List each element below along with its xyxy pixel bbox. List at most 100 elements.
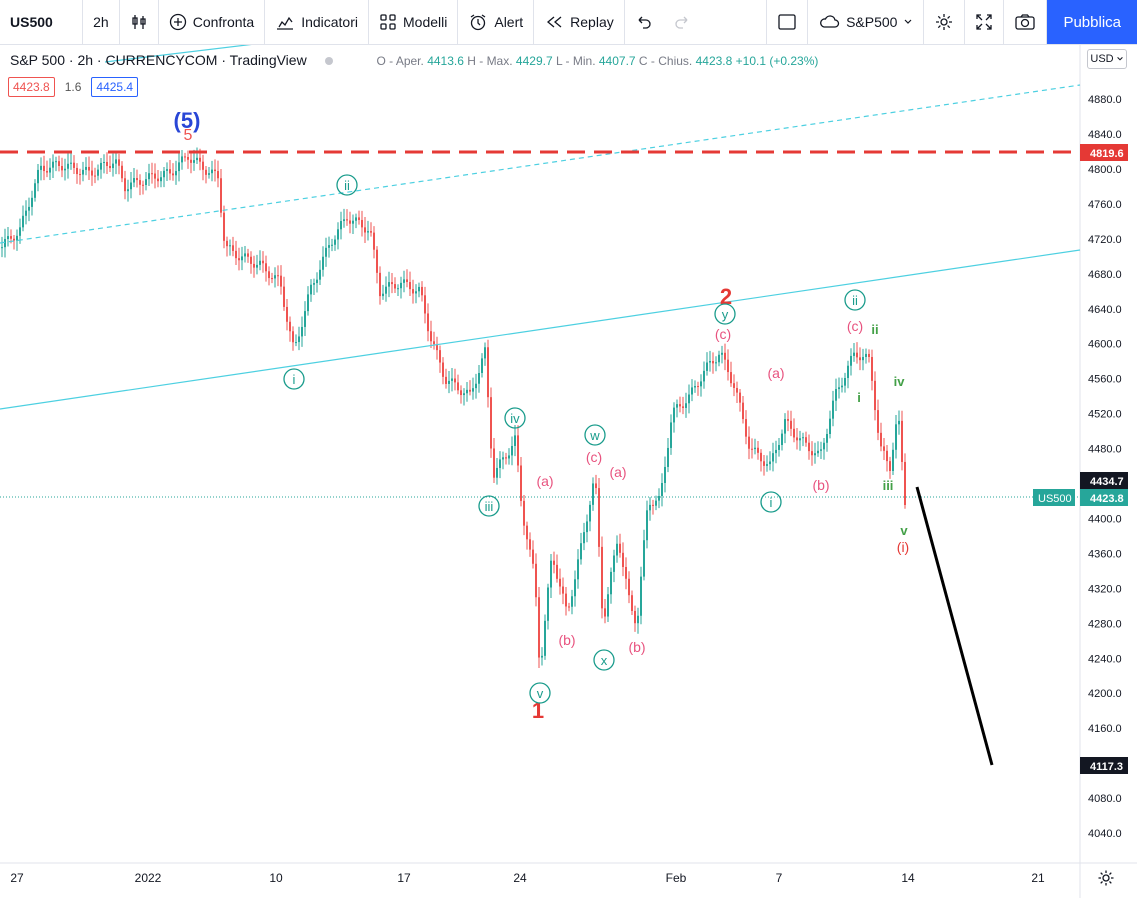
candle-body bbox=[853, 352, 855, 356]
watchlist-button[interactable]: S&P500 bbox=[808, 0, 925, 44]
wave-label-green-v: v bbox=[900, 523, 908, 538]
chart-type-button[interactable] bbox=[120, 0, 159, 44]
candle-body bbox=[265, 263, 267, 272]
price-tick-label: 4200.0 bbox=[1088, 688, 1122, 700]
candle-body bbox=[166, 169, 168, 171]
candle-body bbox=[841, 385, 843, 388]
resistance-price-tag bbox=[1080, 144, 1128, 161]
time-axis[interactable]: 27 2022 10 17 24 Feb 7 14 21 bbox=[10, 871, 1045, 885]
symbol-label: US500 bbox=[10, 14, 53, 30]
candle-body bbox=[850, 355, 852, 366]
candle-body bbox=[604, 608, 606, 617]
candle-body bbox=[790, 420, 792, 429]
redo-button[interactable] bbox=[663, 0, 768, 44]
layout-button[interactable] bbox=[767, 0, 809, 44]
candle-body bbox=[118, 159, 120, 166]
wave-label-green-ii: ii bbox=[871, 322, 878, 337]
candle-body bbox=[469, 389, 471, 392]
ask-price[interactable]: 4425.4 bbox=[91, 77, 139, 97]
candle-body bbox=[85, 166, 87, 170]
gear-icon[interactable] bbox=[1098, 870, 1114, 886]
candle-body bbox=[208, 173, 210, 175]
candle-body bbox=[715, 362, 717, 364]
bid-ask-panel[interactable]: 4423.8 1.6 4425.4 bbox=[8, 77, 139, 97]
interval-button[interactable]: 2h bbox=[83, 0, 120, 44]
candle-body bbox=[100, 162, 102, 170]
price-tick-label: 4840.0 bbox=[1088, 129, 1122, 141]
candle-body bbox=[451, 378, 453, 381]
candle-body bbox=[793, 428, 795, 438]
candle-body bbox=[835, 389, 837, 401]
candle-body bbox=[859, 357, 861, 361]
candle-body bbox=[499, 459, 501, 468]
currency-selector[interactable]: USD bbox=[1087, 49, 1127, 69]
candle-body bbox=[205, 169, 207, 175]
price-tick-label: 4480.0 bbox=[1088, 444, 1122, 456]
candle-body bbox=[505, 457, 507, 459]
wave-label-circ-ii: ii bbox=[344, 178, 350, 193]
low-label: L - Min. bbox=[555, 54, 596, 68]
candle-body bbox=[379, 272, 381, 297]
upper-channel-line[interactable] bbox=[0, 84, 1081, 244]
publish-button[interactable]: Pubblica bbox=[1047, 0, 1137, 44]
symbol-search-button[interactable]: US500 bbox=[0, 0, 84, 44]
plot-area[interactable] bbox=[0, 45, 1080, 863]
candle-body bbox=[673, 407, 675, 423]
candle-body bbox=[4, 239, 6, 248]
wave-label-circ-ii-2: ii bbox=[852, 293, 858, 308]
spread-value: 1.6 bbox=[64, 80, 82, 94]
candle-body bbox=[331, 244, 333, 246]
undo-button[interactable] bbox=[625, 0, 663, 44]
watchlist-label: S&P500 bbox=[846, 14, 898, 30]
candle-body bbox=[442, 362, 444, 377]
candle-body bbox=[745, 419, 747, 437]
candle-body bbox=[610, 571, 612, 595]
top-toolbar: US500 2h Confronta Indicatori Modelli Al… bbox=[0, 0, 1137, 45]
candle-body bbox=[691, 387, 693, 395]
chart-legend[interactable]: S&P 500 · 2h · CURRENCYCOM · TradingView… bbox=[10, 52, 818, 68]
bid-price[interactable]: 4423.8 bbox=[8, 77, 55, 97]
candle-body bbox=[592, 483, 594, 505]
candles-icon bbox=[132, 15, 146, 29]
candle-body bbox=[655, 500, 657, 506]
templates-button[interactable]: Modelli bbox=[369, 0, 459, 44]
candle-body bbox=[151, 173, 153, 175]
candle-body bbox=[313, 283, 315, 285]
candle-body bbox=[472, 388, 474, 392]
candle-body bbox=[748, 436, 750, 449]
axis-settings-button[interactable] bbox=[1098, 870, 1114, 886]
channel-line-top-fragment[interactable] bbox=[104, 45, 255, 63]
wave-label-minor-5: 5 bbox=[184, 127, 193, 144]
snapshot-button[interactable] bbox=[1004, 0, 1048, 44]
candle-body bbox=[712, 361, 714, 364]
candle-body bbox=[403, 279, 405, 283]
lower-channel-line[interactable] bbox=[0, 249, 1081, 410]
candle-body bbox=[145, 179, 147, 186]
alert-button[interactable]: Alert bbox=[458, 0, 535, 44]
candle-body bbox=[517, 435, 519, 466]
settings-button[interactable] bbox=[924, 0, 966, 44]
compare-button[interactable]: Confronta bbox=[159, 0, 266, 44]
replay-button[interactable]: Replay bbox=[534, 0, 625, 44]
time-tick-label: 7 bbox=[776, 871, 783, 885]
candle-body bbox=[688, 394, 690, 404]
projection-line[interactable] bbox=[915, 486, 994, 766]
fullscreen-button[interactable] bbox=[965, 0, 1005, 44]
candle-body bbox=[724, 352, 726, 360]
candle-body bbox=[61, 165, 63, 171]
candle-body bbox=[769, 461, 771, 465]
candle-body bbox=[238, 258, 240, 261]
candle-body bbox=[115, 159, 117, 164]
candle-body bbox=[373, 232, 375, 250]
price-chart[interactable]: (5) 5 1 2 ii i iv iii w v x y ii i (a) (… bbox=[0, 45, 1137, 898]
time-tick-label: Feb bbox=[666, 871, 687, 885]
indicators-button[interactable]: Indicatori bbox=[265, 0, 369, 44]
publish-label: Pubblica bbox=[1063, 13, 1121, 31]
candle-body bbox=[280, 275, 282, 287]
price-axis[interactable]: 4880.0 4840.0 4800.0 4760.0 4720.0 4680.0 4640… bbox=[1088, 94, 1122, 840]
price-axis-labels: 4819.6 4434.7 US500 4423.8 4117.3 bbox=[1033, 144, 1128, 774]
wave-label-circ-y: y bbox=[722, 307, 729, 322]
candle-body bbox=[448, 380, 450, 384]
candle-body bbox=[346, 219, 348, 221]
candle-body bbox=[616, 543, 618, 556]
